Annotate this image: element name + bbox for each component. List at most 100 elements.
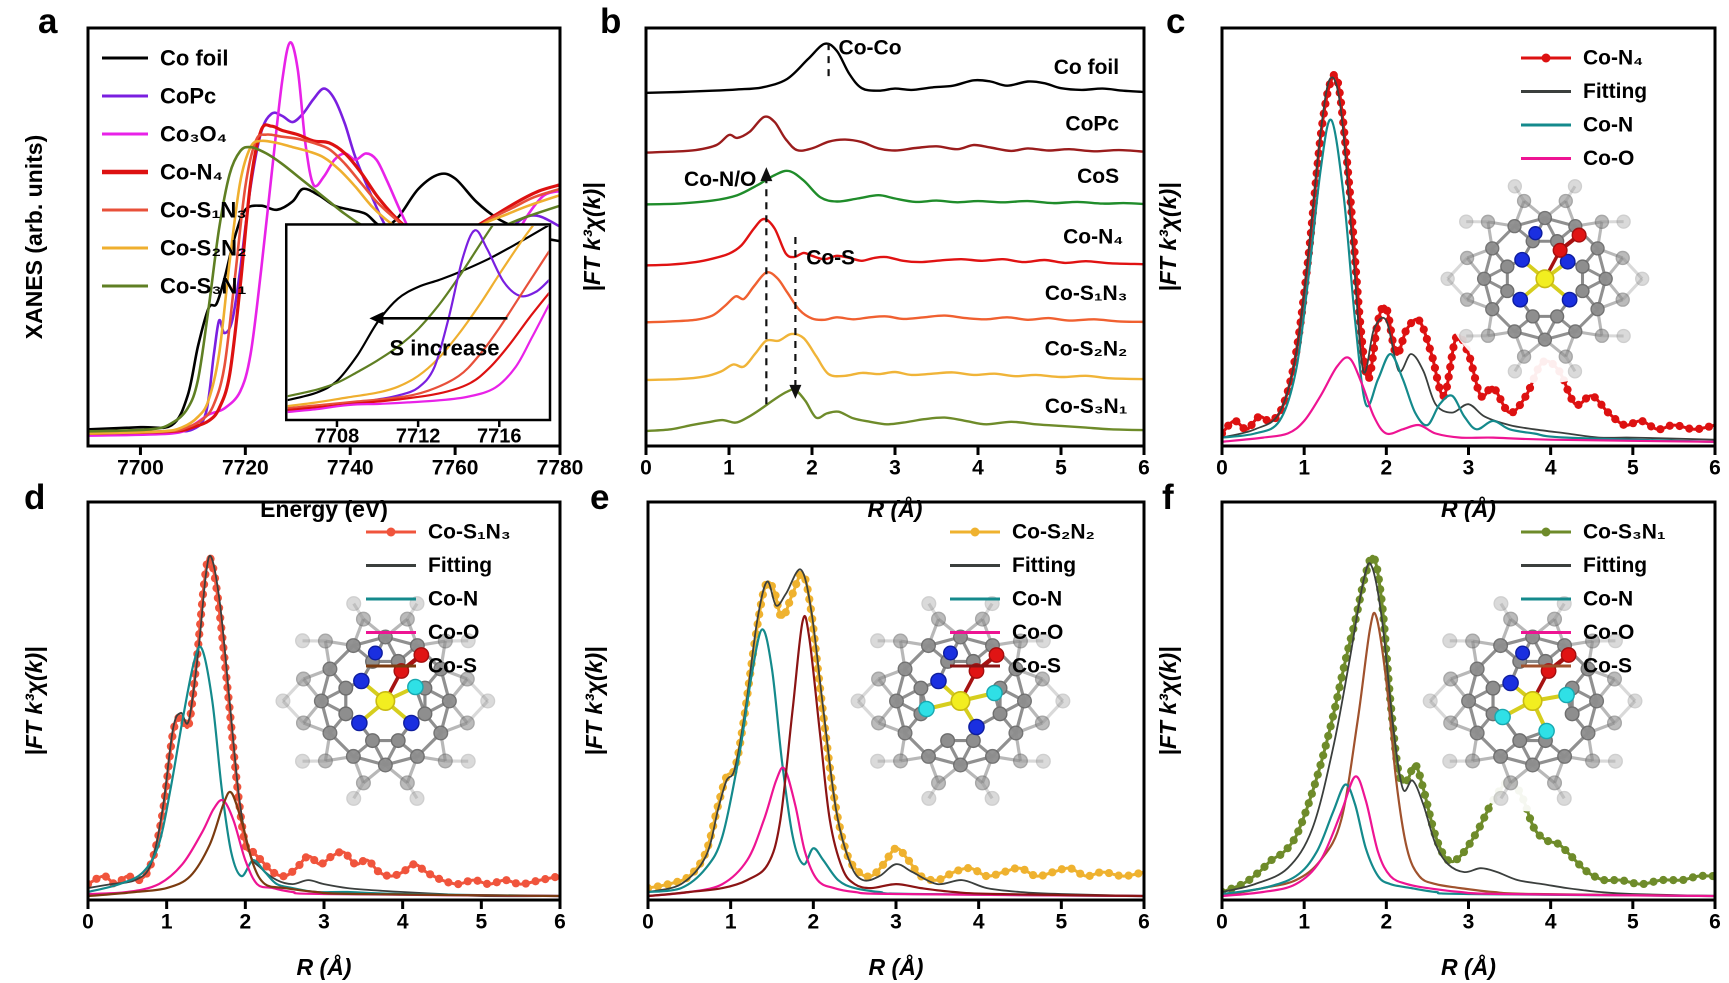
legend-label-fitting: Fitting bbox=[1583, 554, 1647, 577]
marker-dot bbox=[1267, 855, 1276, 865]
sulfur-atom bbox=[1494, 708, 1511, 726]
carbon-atom bbox=[1564, 706, 1580, 722]
marker-dot bbox=[1679, 875, 1688, 885]
marker-dot bbox=[1401, 327, 1410, 336]
carbon-atom bbox=[1549, 309, 1565, 324]
marker-dot bbox=[1442, 382, 1452, 391]
carbon-atom bbox=[1607, 753, 1623, 769]
carbon-atom bbox=[1580, 661, 1596, 677]
marker-dot bbox=[1561, 845, 1570, 855]
marker-dot bbox=[1294, 827, 1303, 836]
marker-dot bbox=[1341, 653, 1351, 663]
marker-dot bbox=[326, 853, 335, 862]
y-axis-label: |FT k³χ(k)| bbox=[1155, 646, 1181, 755]
curve-label-co-s-n: Co-S₁N₃ bbox=[1045, 282, 1128, 305]
x-tick-label: 2 bbox=[239, 910, 251, 933]
carbon-atom bbox=[1034, 671, 1050, 687]
legend-label-fitting: Fitting bbox=[1012, 554, 1076, 577]
marker-dot bbox=[1675, 421, 1684, 431]
sulfur-atom bbox=[1538, 722, 1555, 740]
marker-dot bbox=[279, 872, 288, 881]
y-axis-label: |FT k³χ(k)| bbox=[21, 646, 47, 755]
carbon-atom bbox=[1547, 611, 1563, 627]
inset-series-co-o bbox=[287, 303, 549, 414]
marker-dot bbox=[1568, 853, 1577, 862]
marker-dot bbox=[1247, 420, 1256, 430]
x-tick-label: 6 bbox=[1138, 456, 1150, 479]
y-axis-label: XANES (arb. units) bbox=[21, 135, 47, 339]
marker-dot bbox=[382, 871, 391, 880]
marker-dot bbox=[434, 874, 444, 883]
marker-dot bbox=[1351, 267, 1361, 277]
carbon-atom bbox=[870, 633, 886, 649]
marker-dot bbox=[1028, 870, 1038, 880]
marker-dot bbox=[401, 866, 410, 875]
marker-dot bbox=[1452, 855, 1462, 864]
carbon-atom bbox=[1567, 179, 1583, 194]
carbon-atom bbox=[1594, 214, 1610, 229]
nitrogen-atom bbox=[968, 718, 985, 736]
carbon-atom bbox=[1525, 757, 1541, 773]
marker-dot bbox=[1415, 771, 1424, 780]
legend-label-co-o: Co-O bbox=[428, 621, 479, 644]
legend-label-co-s: Co-S bbox=[428, 655, 477, 678]
marker-dot bbox=[262, 862, 271, 871]
carbon-atom bbox=[1615, 292, 1630, 307]
marker-dot bbox=[1629, 879, 1638, 888]
carbon-atom bbox=[317, 753, 333, 769]
marker-dot bbox=[550, 873, 559, 882]
x-tick-label: 7720 bbox=[222, 456, 269, 479]
legend-label-copc: CoPc bbox=[160, 84, 216, 109]
marker-dot bbox=[1010, 864, 1019, 873]
marker-dot bbox=[1708, 871, 1714, 881]
legend-label-co-n: Co-N bbox=[1583, 114, 1633, 137]
legend-label-co-s: Co-S bbox=[1583, 655, 1632, 678]
cobalt-atom bbox=[950, 691, 971, 712]
carbon-atom bbox=[1035, 633, 1051, 649]
carbon-atom bbox=[1575, 259, 1590, 274]
marker-dot bbox=[1590, 393, 1599, 402]
carbon-atom bbox=[295, 671, 311, 687]
marker-dot bbox=[1415, 316, 1424, 325]
carbon-atom bbox=[1500, 259, 1515, 274]
carbon-atom bbox=[437, 753, 453, 769]
marker-dot bbox=[872, 868, 881, 877]
marker-dot bbox=[1406, 319, 1416, 328]
marker-dot bbox=[1447, 353, 1456, 362]
molecule-inset bbox=[1440, 173, 1650, 384]
panel-a: a 7700 7720 7740 7760 7780 Energy (eV) XANES (… bbox=[6, 2, 583, 522]
nitrogen-atom bbox=[367, 645, 383, 661]
y-axis-label: |FT k³χ(k)| bbox=[579, 182, 605, 291]
inset-annotation: S increase bbox=[389, 335, 499, 360]
inset-x-tick-label: 7712 bbox=[396, 426, 441, 448]
series-co-s bbox=[649, 615, 1143, 898]
marker-dot bbox=[1301, 808, 1310, 817]
carbon-atom bbox=[1503, 775, 1519, 791]
oxygen-atom bbox=[1560, 647, 1577, 663]
x-tick-label: 3 bbox=[890, 910, 902, 933]
molecule-inset bbox=[850, 590, 1071, 812]
x-tick-label: 4 bbox=[973, 910, 985, 933]
carbon-atom bbox=[984, 748, 1000, 764]
carbon-atom bbox=[460, 753, 476, 769]
marker-dot bbox=[213, 593, 222, 603]
x-tick-label: 6 bbox=[1709, 456, 1721, 479]
legend-label-co-n: Co-N bbox=[428, 588, 478, 611]
marker-dot bbox=[1373, 565, 1382, 574]
marker-dot bbox=[1307, 789, 1316, 798]
carbon-atom bbox=[1557, 748, 1573, 764]
marker-dot bbox=[349, 859, 359, 868]
marker-dot bbox=[343, 851, 352, 860]
nitrogen-atom bbox=[1502, 674, 1519, 692]
x-tick-label: 7760 bbox=[432, 456, 479, 479]
curve-label-copc: CoPc bbox=[1065, 113, 1119, 136]
carbon-atom bbox=[920, 638, 936, 654]
plot-c: 0 1 2 3 4 5 6R (Å)|FT k³χ(k)|Co-N₄FittingCo-NC… bbox=[1155, 26, 1721, 522]
marker-dot bbox=[890, 844, 899, 853]
marker-dot bbox=[367, 859, 376, 868]
legend-label-fitting: Fitting bbox=[1583, 80, 1647, 103]
marker-dot bbox=[409, 860, 418, 869]
marker-dot bbox=[1582, 867, 1591, 876]
x-tick-label: 0 bbox=[1216, 910, 1228, 933]
x-tick-label: 3 bbox=[1463, 910, 1475, 933]
